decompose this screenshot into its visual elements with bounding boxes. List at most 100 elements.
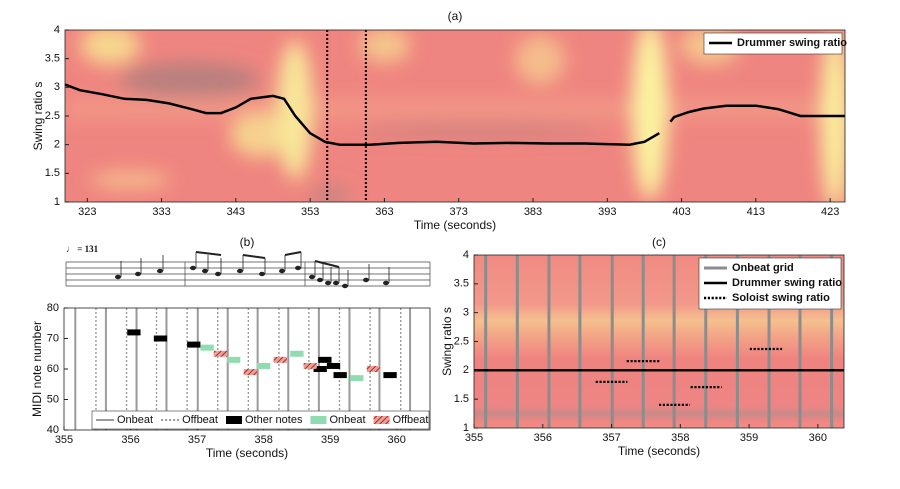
legend-label: Onbeat (117, 414, 153, 426)
legend-label: Drummer swing ratio (732, 277, 842, 289)
y-tick-label: 40 (47, 424, 59, 436)
legend-box (703, 32, 843, 55)
y-tick-label: 60 (47, 363, 59, 375)
legend-label: Offbeat (393, 414, 429, 426)
note-head (115, 274, 121, 280)
x-tick-label: 413 (747, 206, 765, 218)
music-notes (115, 251, 390, 289)
note (227, 356, 241, 363)
note-head (237, 268, 243, 274)
note-head (279, 268, 285, 274)
legend-label: Onbeat (329, 414, 365, 426)
note-head (157, 268, 163, 274)
x-axis-label: Time (seconds) (618, 444, 700, 458)
y-tick-label: 3 (463, 307, 469, 319)
tempo-marking: ♩ = 131 (66, 244, 99, 254)
x-tick-label: 353 (301, 206, 319, 218)
note-head (135, 271, 141, 277)
note-head (363, 277, 369, 283)
x-axis-label: Time (seconds) (206, 446, 288, 460)
panel-title: (b) (240, 235, 255, 249)
note (200, 344, 214, 351)
x-tick-label: 363 (375, 206, 393, 218)
panel-title: (a) (448, 9, 463, 23)
note-head (295, 265, 301, 271)
note (313, 366, 327, 372)
series-line (64, 83, 845, 146)
legend-label: Drummer swing ratio (737, 37, 847, 49)
y-tick-label: 1 (54, 196, 60, 208)
note (366, 366, 381, 372)
y-tick-label: 2 (54, 139, 60, 151)
x-tick-label: 359 (740, 432, 758, 444)
note (256, 362, 271, 369)
note (303, 362, 317, 369)
note (127, 329, 141, 336)
note (243, 369, 257, 376)
note-head (215, 271, 221, 277)
y-tick-label: 3.5 (45, 53, 60, 65)
y-axis-label: Swing ratio s (31, 82, 45, 151)
note (290, 350, 304, 357)
x-tick-label: 423 (821, 206, 839, 218)
x-tick-label: 343 (227, 206, 245, 218)
x-tick-label: 355 (55, 434, 73, 446)
note-head (342, 283, 348, 289)
legend-swatch (373, 416, 390, 424)
legend-label: Offbeat (182, 414, 218, 426)
note (273, 356, 287, 363)
y-tick-label: 1 (463, 422, 469, 434)
note-head (309, 274, 315, 280)
x-tick-label: 358 (254, 434, 272, 446)
panel-title: (c) (652, 235, 666, 249)
y-tick-label: 50 (47, 393, 59, 405)
x-tick-label: 323 (78, 206, 96, 218)
note-head (259, 271, 265, 277)
note-head (202, 268, 208, 274)
x-tick-label: 333 (152, 206, 170, 218)
x-tick-label: 360 (809, 432, 827, 444)
x-tick-label: 356 (121, 434, 139, 446)
note-head (333, 280, 339, 286)
x-tick-label: 359 (321, 434, 339, 446)
note-head (383, 280, 389, 286)
note (333, 372, 347, 379)
note (318, 356, 332, 363)
x-tick-label: 383 (524, 206, 542, 218)
x-tick-label: 357 (602, 432, 620, 444)
y-tick-label: 70 (47, 332, 59, 344)
y-tick-label: 4 (54, 24, 60, 36)
y-tick-label: 2.5 (45, 110, 60, 122)
series-line (595, 347, 783, 406)
legend-label: Other notes (245, 414, 303, 426)
heatmap-a (65, 30, 845, 202)
note-head (317, 277, 323, 283)
y-tick-label: 3.5 (454, 278, 469, 290)
note (326, 362, 341, 369)
note-head (325, 280, 331, 286)
note (187, 341, 201, 348)
note (350, 375, 364, 382)
y-tick-label: 1.5 (45, 167, 60, 179)
beam (195, 251, 340, 268)
x-tick-label: 393 (598, 206, 616, 218)
note-head (190, 265, 196, 271)
y-tick-label: 4 (463, 249, 469, 261)
y-axis-label: Swing ratio s (440, 307, 454, 376)
x-tick-label: 355 (465, 432, 483, 444)
x-tick-label: 373 (450, 206, 468, 218)
y-tick-label: 3 (54, 81, 60, 93)
note (383, 372, 397, 379)
y-tick-label: 80 (47, 302, 59, 314)
note (153, 335, 168, 342)
y-tick-label: 1.5 (454, 393, 469, 405)
legend-label: Onbeat grid (732, 262, 794, 274)
legend-label: Soloist swing ratio (732, 292, 830, 304)
x-tick-label: 360 (388, 434, 406, 446)
x-axis-label: Time (seconds) (414, 218, 496, 232)
y-tick-label: 2.5 (454, 335, 469, 347)
y-axis-label: MIDI note number (30, 321, 44, 417)
x-tick-label: 357 (188, 434, 206, 446)
y-tick-label: 2 (463, 364, 469, 376)
